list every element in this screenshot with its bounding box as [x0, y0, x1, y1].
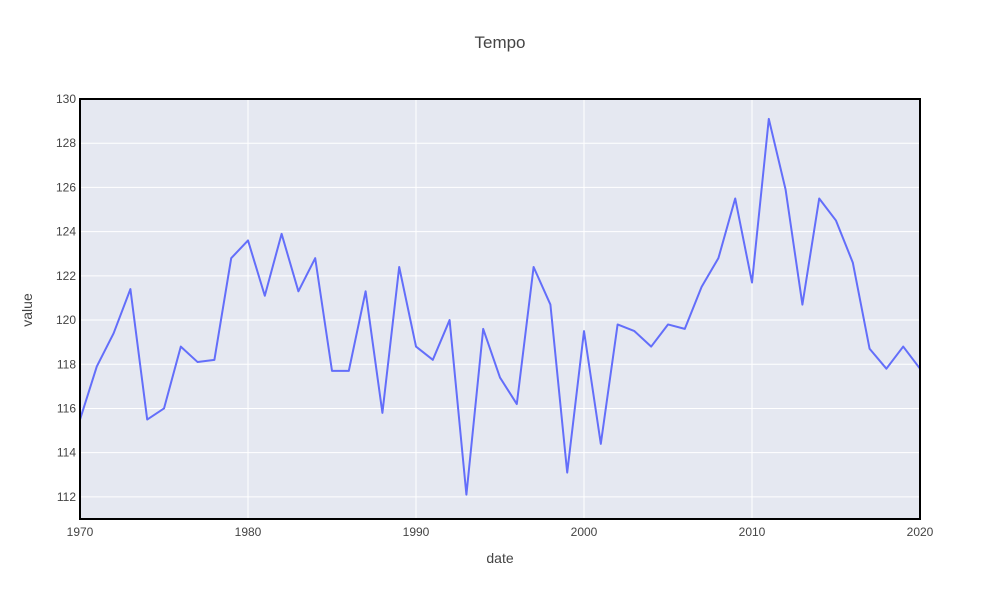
y-tick-label: 126 [56, 180, 76, 194]
y-tick-label: 128 [56, 136, 76, 150]
y-tick-label: 122 [56, 269, 76, 283]
y-tick-label: 116 [57, 401, 76, 415]
y-axis-ticks: 112 114 116 118 120 122 124 126 128 130 [56, 92, 76, 504]
x-tick-label: 2000 [571, 525, 598, 539]
x-tick-label: 1990 [403, 525, 430, 539]
y-axis-label: value [19, 293, 35, 327]
y-tick-label: 112 [57, 490, 76, 504]
y-tick-label: 118 [57, 357, 76, 371]
y-tick-label: 130 [56, 92, 76, 106]
x-tick-label: 2010 [739, 525, 766, 539]
x-tick-label: 2020 [907, 525, 934, 539]
x-axis-ticks: 1970 1980 1990 2000 2010 2020 [67, 525, 934, 539]
plot-background [80, 99, 920, 519]
plot-frame [79, 98, 921, 520]
y-tick-label: 124 [56, 225, 76, 239]
y-tick-label: 120 [56, 313, 76, 327]
x-tick-label: 1970 [67, 525, 94, 539]
y-tick-label: 114 [57, 446, 76, 460]
series-line [79, 117, 921, 496]
x-tick-label: 1980 [235, 525, 262, 539]
x-axis-label: date [486, 550, 514, 566]
chart-title: Tempo [474, 33, 526, 52]
